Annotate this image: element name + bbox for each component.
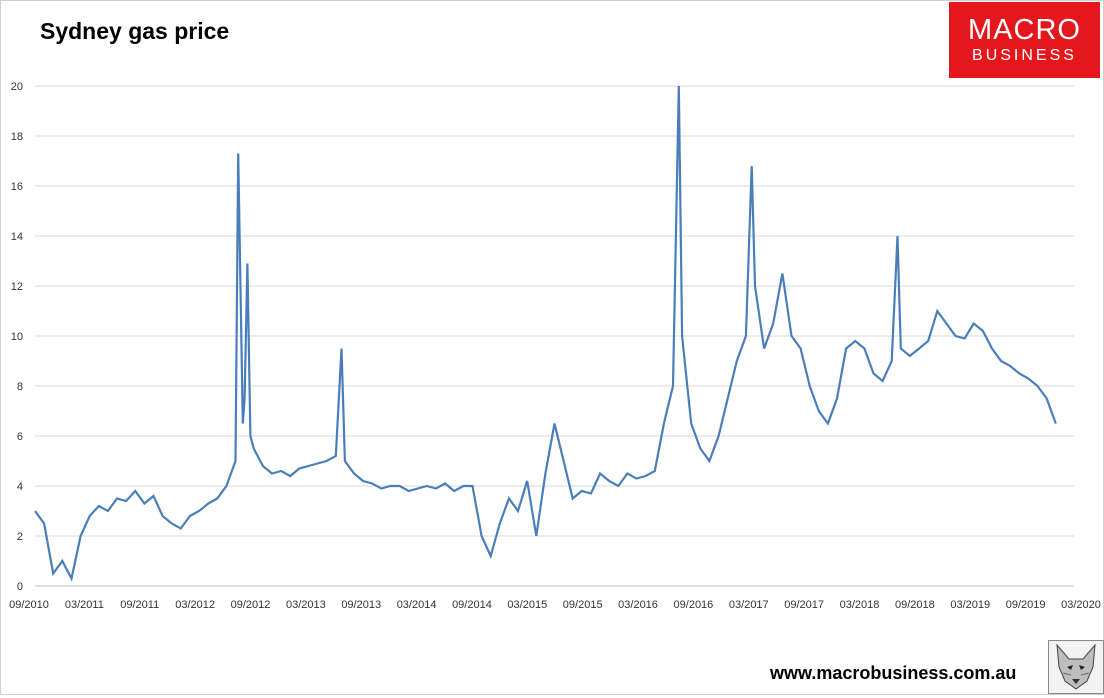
x-tick-label: 09/2013 xyxy=(341,599,381,611)
y-tick-label: 12 xyxy=(11,281,23,293)
x-tick-label: 09/2018 xyxy=(895,599,935,611)
x-tick-label: 03/2015 xyxy=(507,599,547,611)
x-tick-label: 03/2013 xyxy=(286,599,326,611)
y-tick-label: 4 xyxy=(17,481,23,493)
x-tick-label: 09/2019 xyxy=(1006,599,1046,611)
x-tick-label: 09/2015 xyxy=(563,599,603,611)
y-tick-label: 2 xyxy=(17,531,23,543)
x-tick-label: 09/2017 xyxy=(784,599,824,611)
x-axis-ticks: 09/2010 03/2011 09/2011 03/2012 09/2012 03/20… xyxy=(9,599,1101,611)
x-tick-label: 03/2016 xyxy=(618,599,658,611)
chart-title: Sydney gas price xyxy=(40,18,230,44)
x-tick-label: 03/2018 xyxy=(840,599,880,611)
x-tick-label: 03/2019 xyxy=(950,599,990,611)
y-axis-ticks: 0 2 4 6 8 10 12 14 16 18 20 xyxy=(11,81,23,593)
y-tick-label: 16 xyxy=(11,181,23,193)
wolf-logo-icon xyxy=(1048,640,1104,694)
logo-line-1: MACRO xyxy=(968,14,1081,46)
y-tick-label: 20 xyxy=(11,81,23,93)
series-line xyxy=(34,85,1057,582)
y-tick-label: 14 xyxy=(11,231,23,243)
x-tick-label: 09/2016 xyxy=(674,599,714,611)
footer-url: www.macrobusiness.com.au xyxy=(770,663,1017,683)
y-tick-label: 8 xyxy=(17,381,23,393)
y-tick-label: 10 xyxy=(11,331,23,343)
macrobusiness-logo: MACRO BUSINESS xyxy=(949,2,1100,78)
x-tick-label: 09/2011 xyxy=(120,599,159,611)
y-tick-label: 0 xyxy=(17,581,23,593)
x-tick-label: 09/2010 xyxy=(9,599,49,611)
y-tick-label: 6 xyxy=(17,431,23,443)
x-tick-label: 03/2011 xyxy=(65,599,104,611)
x-tick-label: 03/2012 xyxy=(175,599,215,611)
x-tick-label: 03/2017 xyxy=(729,599,769,611)
x-tick-label: 09/2014 xyxy=(452,599,492,611)
logo-line-2: BUSINESS xyxy=(972,47,1077,64)
x-tick-label: 03/2014 xyxy=(397,599,437,611)
y-tick-label: 18 xyxy=(11,131,23,143)
x-tick-label: 09/2012 xyxy=(231,599,271,611)
gridlines xyxy=(35,85,1074,587)
x-tick-label: 03/2020 xyxy=(1061,599,1101,611)
